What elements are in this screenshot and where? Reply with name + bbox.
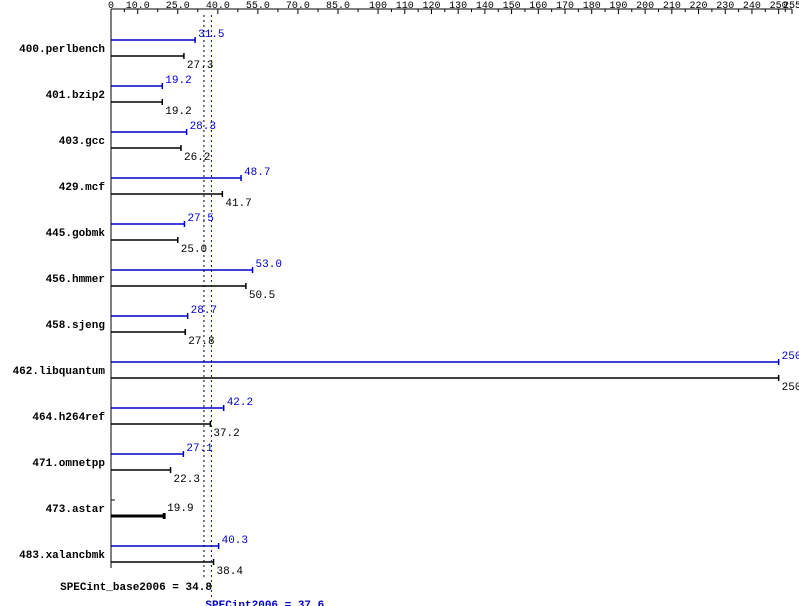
svg-text:120: 120 (422, 1, 440, 12)
base-value: 50.5 (249, 290, 275, 302)
svg-text:240: 240 (743, 1, 761, 12)
svg-text:110: 110 (396, 1, 414, 12)
svg-text:140: 140 (476, 1, 494, 12)
summary-base: SPECint_base2006 = 34.8 (60, 582, 212, 594)
benchmark-label: 403.gcc (59, 136, 105, 148)
peak-value: 42.2 (227, 397, 253, 409)
svg-text:200: 200 (636, 1, 654, 12)
benchmark-label: 458.sjeng (46, 320, 105, 332)
benchmark-label: 456.hmmer (46, 274, 105, 286)
benchmark-label: 429.mcf (59, 182, 106, 194)
benchmark-label: 401.bzip2 (46, 90, 105, 102)
svg-text:130: 130 (449, 1, 467, 12)
benchmark-label: 462.libquantum (13, 366, 106, 378)
base-value: 25.0 (181, 244, 207, 256)
peak-value: 53.0 (256, 259, 282, 271)
svg-text:85.0: 85.0 (326, 1, 350, 12)
benchmark-label: 471.omnetpp (32, 458, 105, 470)
peak-value: 250 (782, 351, 799, 363)
peak-value: 27.1 (186, 443, 213, 455)
svg-text:230: 230 (716, 1, 734, 12)
base-value: 19.2 (165, 106, 191, 118)
peak-value: 19.2 (165, 75, 191, 87)
spec-benchmark-chart: 010.025.040.055.070.085.0100110120130140… (0, 0, 799, 606)
peak-value: 27.5 (187, 213, 213, 225)
base-value: 27.8 (188, 336, 214, 348)
benchmark-label: 483.xalancbmk (19, 550, 105, 562)
svg-text:70.0: 70.0 (286, 1, 310, 12)
benchmark-label: 464.h264ref (32, 412, 105, 424)
svg-text:10.0: 10.0 (126, 1, 150, 12)
svg-text:40.0: 40.0 (206, 1, 230, 12)
base-value: 38.4 (217, 566, 244, 578)
svg-text:180: 180 (583, 1, 601, 12)
base-value: 41.7 (225, 198, 251, 210)
svg-text:100: 100 (369, 1, 387, 12)
base-value: 26.2 (184, 152, 210, 164)
svg-text:220: 220 (690, 1, 708, 12)
peak-value: 28.3 (190, 121, 216, 133)
svg-text:150: 150 (503, 1, 521, 12)
benchmark-label: 445.gobmk (46, 228, 106, 240)
base-value: 27.3 (187, 60, 213, 72)
base-value: 250 (782, 382, 799, 394)
benchmark-label: 400.perlbench (19, 44, 105, 56)
peak-value: 48.7 (244, 167, 270, 179)
svg-text:170: 170 (556, 1, 574, 12)
base-value: 22.3 (174, 474, 200, 486)
svg-text:160: 160 (529, 1, 547, 12)
svg-text:210: 210 (663, 1, 681, 12)
svg-text:55.0: 55.0 (246, 1, 270, 12)
benchmark-label: 473.astar (46, 504, 105, 516)
base-value: 37.2 (213, 428, 239, 440)
svg-text:255: 255 (783, 1, 799, 12)
peak-value: 40.3 (222, 535, 248, 547)
svg-text:25.0: 25.0 (166, 1, 190, 12)
summary-peak: SPECint2006 = 37.6 (205, 600, 324, 606)
base-value: 19.9 (167, 503, 193, 515)
svg-text:190: 190 (609, 1, 627, 12)
